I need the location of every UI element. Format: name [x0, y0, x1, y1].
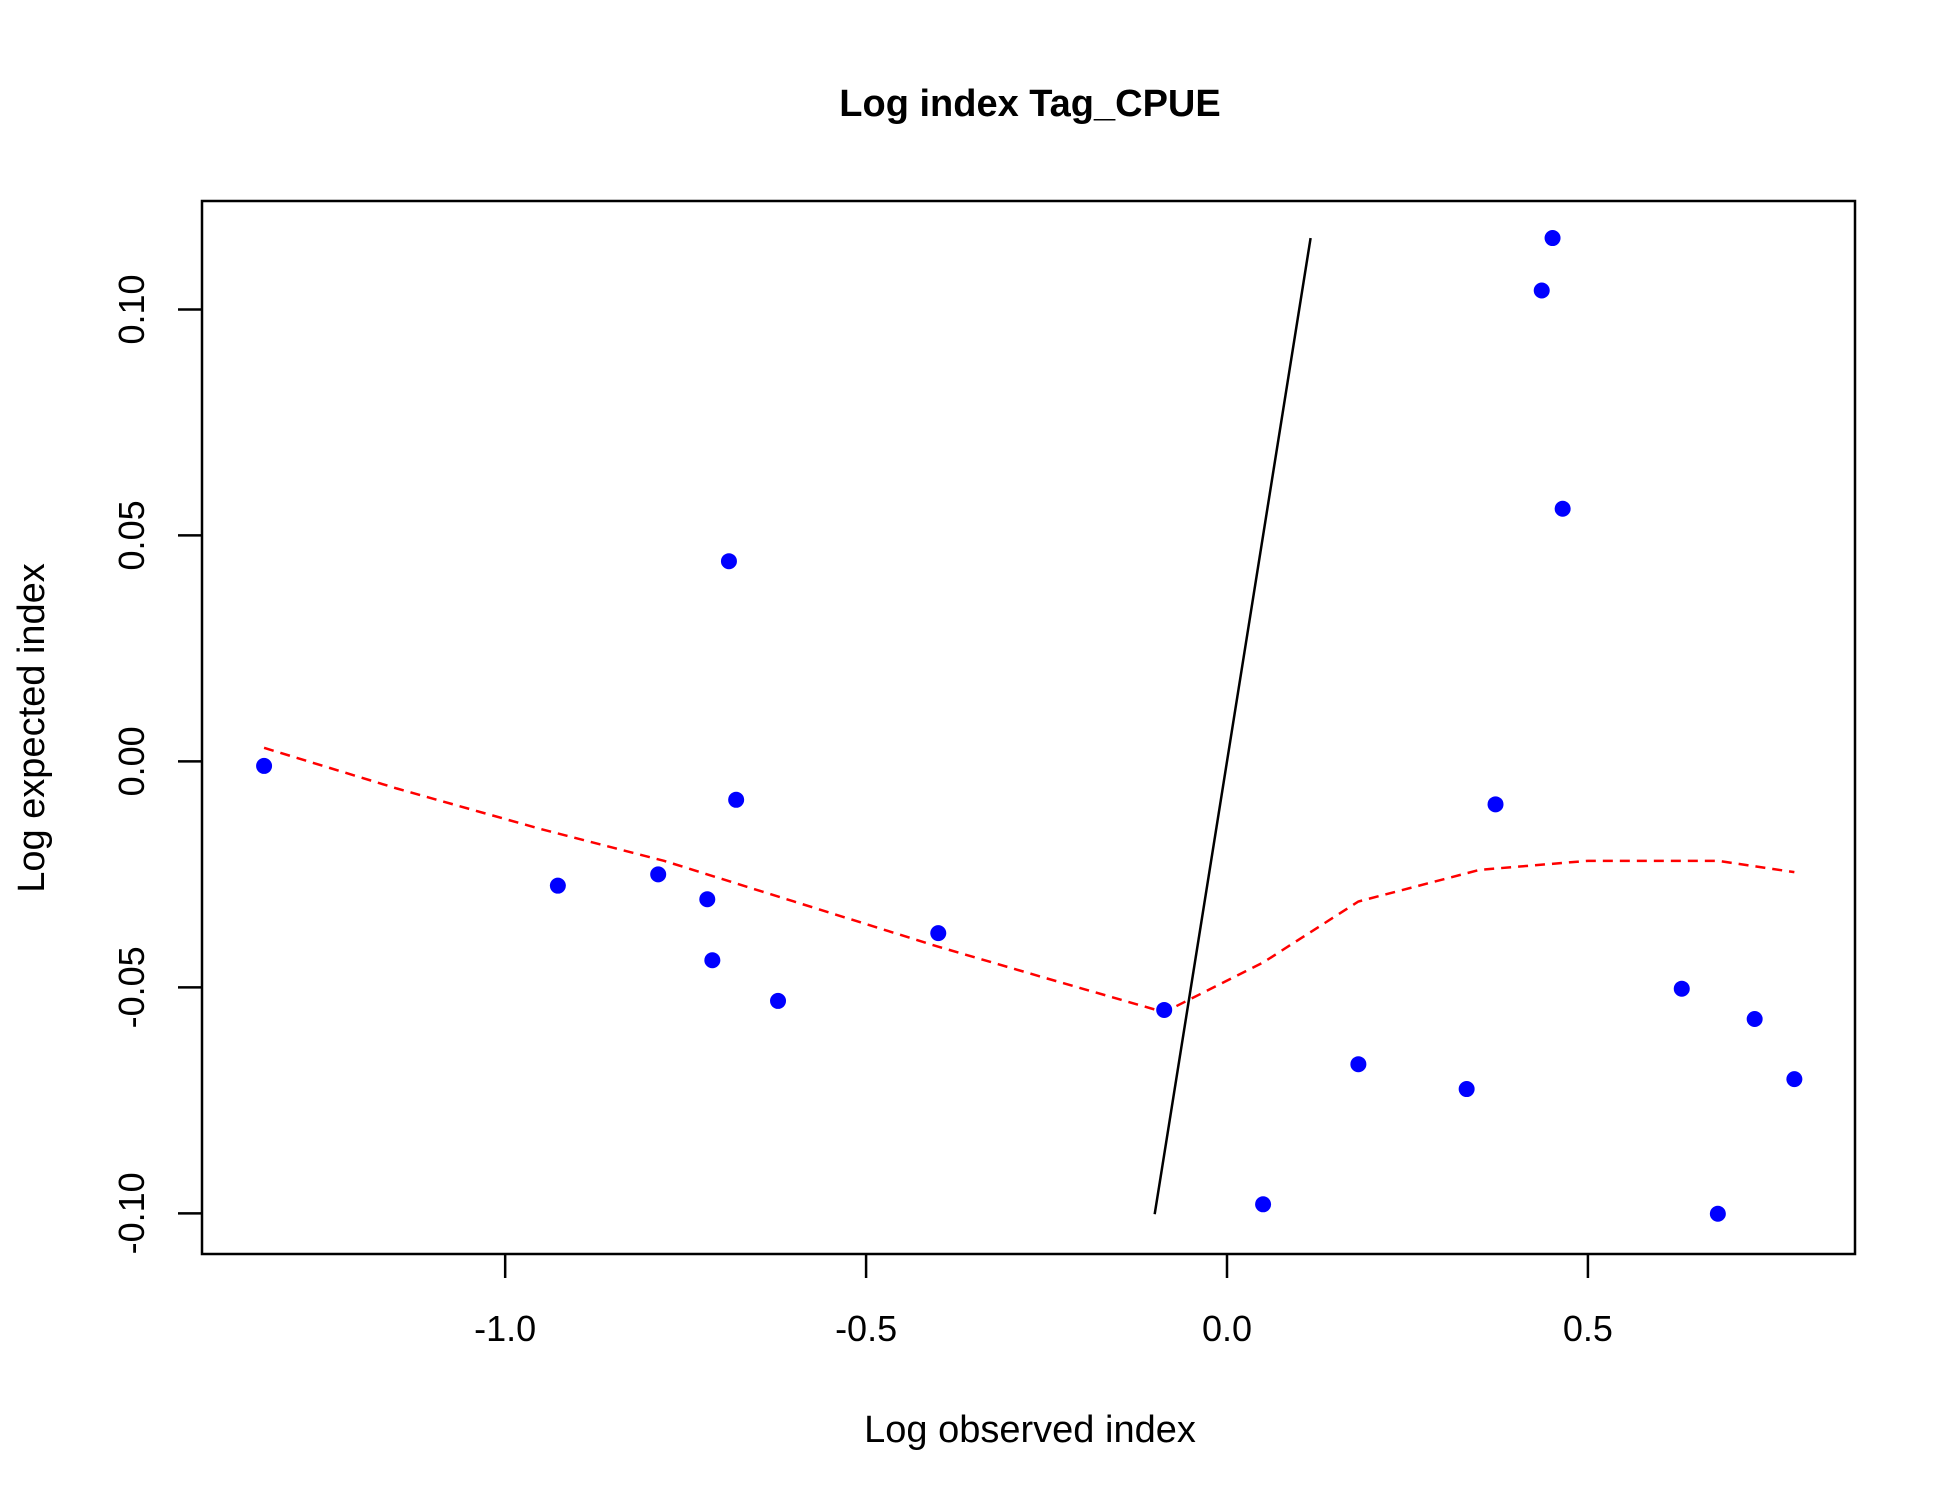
data-point: [549, 877, 566, 894]
y-axis-label: Log expected index: [11, 563, 53, 893]
data-point: [650, 866, 667, 883]
y-axis: -0.10 -0.05 0.00 0.05 0.10: [111, 274, 202, 1254]
data-point: [699, 891, 716, 908]
x-axis-label: Log observed index: [864, 1409, 1196, 1451]
data-point: [1255, 1196, 1272, 1213]
x-tick-label: -0.5: [835, 1308, 897, 1349]
y-tick-label: -0.10: [111, 1172, 152, 1254]
data-point: [720, 553, 737, 570]
data-points: [256, 230, 1803, 1222]
data-point: [1350, 1056, 1367, 1073]
y-tick-label: 0.05: [111, 500, 152, 570]
data-point: [1746, 1010, 1763, 1027]
x-tick-label: -1.0: [474, 1308, 536, 1349]
y-tick-label: 0.00: [111, 726, 152, 796]
smoother-line: [263, 746, 1795, 1014]
y-tick-label: -0.05: [111, 946, 152, 1028]
data-point: [930, 925, 947, 942]
identity-reference-line: [1153, 237, 1312, 1215]
x-tick-label: 0.5: [1563, 1308, 1613, 1349]
data-point: [1533, 282, 1550, 299]
data-point: [256, 757, 273, 774]
data-point: [728, 791, 745, 808]
data-point: [1673, 980, 1690, 997]
data-point: [770, 992, 787, 1009]
data-point: [704, 952, 721, 969]
data-point: [1544, 230, 1561, 247]
plot-frame: [200, 199, 1857, 1256]
data-point: [1554, 500, 1571, 517]
x-tick-label: 0.0: [1202, 1308, 1252, 1349]
data-point: [1709, 1205, 1726, 1222]
y-tick-label: 0.10: [111, 274, 152, 344]
chart-title: Log index Tag_CPUE: [839, 83, 1220, 125]
data-point: [1156, 1001, 1173, 1018]
x-axis: -1.0 -0.5 0.0 0.5: [474, 1254, 1613, 1349]
data-point: [1487, 796, 1504, 813]
data-point: [1458, 1081, 1475, 1098]
data-point: [1786, 1071, 1803, 1088]
